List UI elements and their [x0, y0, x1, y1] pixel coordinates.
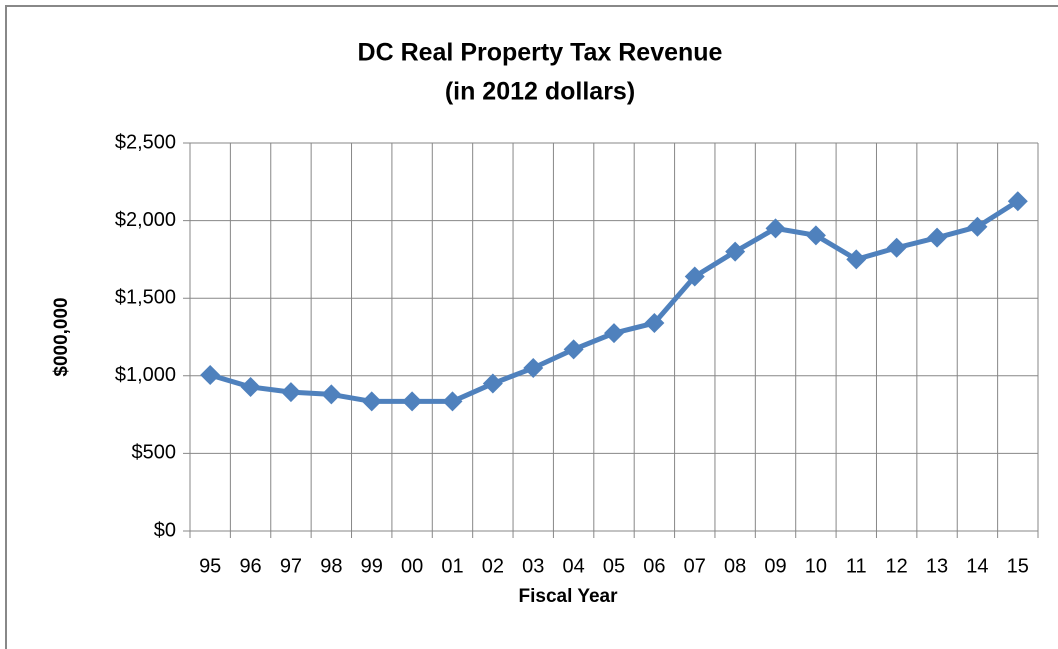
x-tick-label: 07: [684, 555, 706, 577]
y-tick-label: $2,000: [115, 209, 176, 231]
x-tick-label: 01: [441, 555, 463, 577]
chart-subtitle: (in 2012 dollars): [445, 78, 635, 106]
x-tick-label: 14: [966, 555, 988, 577]
x-tick-label: 97: [280, 555, 302, 577]
data-point: [684, 266, 705, 287]
x-tick-label: 13: [926, 555, 948, 577]
data-point: [402, 391, 423, 412]
chart-title: DC Real Property Tax Revenue: [358, 39, 723, 67]
x-tick-label: 12: [886, 555, 908, 577]
data-point: [967, 216, 988, 237]
data-point: [240, 376, 261, 397]
x-tick-label: 99: [361, 555, 383, 577]
x-tick-label: 03: [522, 555, 544, 577]
data-point: [604, 323, 624, 344]
y-tick-label: $1,000: [115, 364, 176, 386]
data-point: [200, 365, 221, 386]
x-tick-label: 11: [846, 555, 867, 577]
x-tick-label: 15: [1007, 555, 1029, 577]
data-point: [280, 382, 301, 403]
x-tick-label: 06: [643, 555, 665, 577]
x-tick-label: 08: [724, 555, 746, 577]
y-tick-label: $0: [154, 519, 176, 541]
data-point: [1007, 191, 1028, 212]
y-axis-title: $000,000: [51, 297, 72, 376]
x-tick-label: 00: [401, 555, 423, 577]
data-point: [927, 227, 948, 248]
data-point: [846, 249, 867, 270]
data-point: [321, 384, 342, 405]
x-tick-label: 09: [764, 555, 786, 577]
y-tick-label: $2,500: [115, 131, 176, 153]
y-tick-label: $500: [132, 442, 177, 464]
x-axis-title: Fiscal Year: [519, 586, 619, 607]
data-point: [805, 225, 826, 246]
x-tick-label: 10: [805, 555, 827, 577]
data-point: [563, 339, 584, 360]
data-point: [644, 313, 665, 334]
x-tick-label: 98: [320, 555, 342, 577]
chart-frame: [5, 5, 1058, 649]
x-tick-label: 02: [482, 555, 504, 577]
x-tick-label: 96: [239, 555, 261, 577]
x-tick-label: 04: [562, 555, 584, 577]
x-tick-label: 95: [199, 555, 221, 577]
data-point: [886, 237, 907, 258]
data-point: [765, 218, 786, 239]
y-tick-label: $1,500: [115, 286, 176, 308]
data-point: [361, 391, 382, 412]
data-point: [482, 373, 503, 394]
data-point: [442, 391, 463, 412]
data-point: [523, 358, 544, 379]
data-point: [725, 241, 746, 262]
x-tick-label: 05: [603, 555, 625, 577]
